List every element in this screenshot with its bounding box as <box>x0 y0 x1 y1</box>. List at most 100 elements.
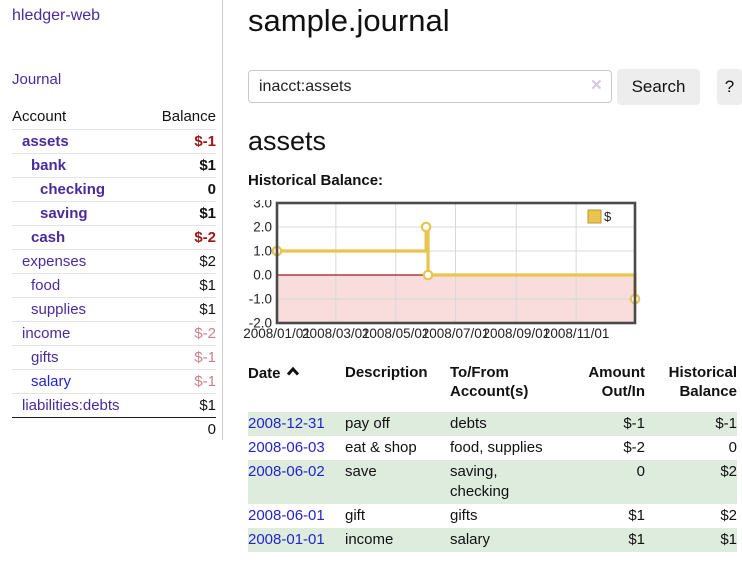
register-row: 2008-06-02 save saving, checking 0 $2 <box>248 460 737 504</box>
register-row: 2008-12-31 pay off debts $-1 $-1 <box>248 412 737 436</box>
account-link-expenses[interactable]: expenses <box>22 253 87 270</box>
clear-search-icon[interactable]: × <box>590 75 602 96</box>
legend-swatch <box>587 209 602 224</box>
header-line: Balance <box>679 383 737 400</box>
y-tick-label: 2.0 <box>253 220 272 235</box>
account-balance: 0 <box>146 177 216 202</box>
account-link-liabilities-debts[interactable]: liabilities:debts <box>22 397 120 414</box>
transaction-description: gift <box>345 507 366 524</box>
account-balance: $1 <box>146 393 216 418</box>
transaction-accounts: food, supplies <box>450 439 543 456</box>
account-row: expenses $2 <box>12 249 216 274</box>
register-header-description: Description <box>345 364 428 381</box>
account-link-cash[interactable]: cash <box>31 229 66 246</box>
app-brand-link[interactable]: hledger-web <box>12 7 101 24</box>
y-tick-label: 3.0 <box>253 200 272 211</box>
x-tick-label: 2008/11/01 <box>543 326 610 341</box>
transaction-amount: $-1 <box>567 412 645 436</box>
account-balance: $-1 <box>146 129 216 154</box>
account-balance: $2 <box>146 249 216 274</box>
transaction-accounts: gifts <box>450 507 478 524</box>
transaction-accounts: debts <box>450 412 567 436</box>
account-link-gifts[interactable]: gifts <box>31 349 59 366</box>
x-tick-label: 2008/07/01 <box>422 326 490 341</box>
header-line: To/From <box>450 364 509 381</box>
chart-section-label: Historical Balance: <box>248 172 384 189</box>
x-tick-label: 2008/03/01 <box>302 326 370 341</box>
search-input[interactable] <box>249 71 611 102</box>
account-balance: $-1 <box>146 345 216 370</box>
account-link-saving[interactable]: saving <box>40 205 88 222</box>
transaction-amount: 0 <box>567 460 645 504</box>
transaction-balance: $2 <box>645 460 737 504</box>
x-tick-label: 2008/09/01 <box>483 326 551 341</box>
y-tick-label: -1.0 <box>249 292 272 307</box>
search-button[interactable]: Search <box>617 69 700 105</box>
transaction-description: pay off <box>345 412 450 436</box>
register-row: 2008-06-01 gift gifts $1 $2 <box>248 504 737 528</box>
account-balance: $-2 <box>146 321 216 346</box>
register-header-date[interactable]: Date <box>248 361 345 412</box>
help-button[interactable]: ? <box>717 69 742 105</box>
transaction-balance: $-1 <box>645 412 737 436</box>
register-table: Date Description To/From Account(s) Amou… <box>248 361 737 552</box>
legend-label: $ <box>604 209 612 224</box>
accounts-header-account: Account <box>12 108 67 125</box>
accounts-total-row: 0 <box>12 417 216 441</box>
account-heading: assets <box>248 126 327 156</box>
account-row: liabilities:debts $1 <box>12 393 216 418</box>
accounts-total-value: 0 <box>146 417 216 441</box>
x-tick-label: 2008/01/01 <box>243 326 311 341</box>
account-link-supplies[interactable]: supplies <box>31 301 87 318</box>
data-point-marker <box>422 269 434 281</box>
account-row: bank $1 <box>12 153 216 178</box>
register-row: 2008-01-01 income salary $1 $1 <box>248 528 737 552</box>
transaction-date-link[interactable]: 2008-06-01 <box>248 507 325 524</box>
account-balance: $-1 <box>146 369 216 394</box>
account-balance: $1 <box>146 297 216 322</box>
transaction-amount: $1 <box>628 507 645 524</box>
account-balance: $1 <box>146 201 216 226</box>
data-point-marker <box>420 221 432 233</box>
page-title: sample.journal <box>248 3 450 38</box>
accounts-table: Account Balance assets $-1 bank $1 check… <box>12 106 216 441</box>
account-link-salary[interactable]: salary <box>31 373 72 390</box>
transaction-amount: $1 <box>567 528 645 552</box>
transaction-date-link[interactable]: 2008-12-31 <box>248 415 325 432</box>
header-line: Account(s) <box>450 383 529 400</box>
transaction-description: eat & shop <box>345 439 417 456</box>
account-row: assets $-1 <box>12 129 216 154</box>
account-row: supplies $1 <box>12 297 216 322</box>
account-row: income $-2 <box>12 321 216 346</box>
account-row: salary $-1 <box>12 369 216 394</box>
sidebar-divider <box>222 0 223 440</box>
y-tick-label: 1.0 <box>253 244 272 259</box>
account-row: checking 0 <box>12 177 216 202</box>
account-balance: $1 <box>146 273 216 298</box>
x-tick-label: 2008/05/01 <box>362 326 430 341</box>
account-link-bank[interactable]: bank <box>31 157 67 174</box>
transaction-date-link[interactable]: 2008-06-02 <box>248 463 325 480</box>
sort-ascending-icon <box>286 363 300 382</box>
register-header-row: Date Description To/From Account(s) Amou… <box>248 361 737 412</box>
account-link-assets[interactable]: assets <box>22 133 69 150</box>
register-header-date-label: Date <box>248 365 281 382</box>
transaction-balance: 0 <box>728 439 737 456</box>
y-tick-label: -2.0 <box>249 316 272 331</box>
register-header-amount: Amount Out/In <box>567 361 645 412</box>
account-link-checking[interactable]: checking <box>40 181 106 198</box>
account-link-income[interactable]: income <box>22 325 71 342</box>
register-header-tofrom: To/From Account(s) <box>450 361 567 412</box>
transaction-date-link[interactable]: 2008-06-03 <box>248 439 325 456</box>
transaction-description: income <box>345 528 450 552</box>
historical-balance-chart: $3.0 2.0 1.0 0.0 -1.0 -2.02008/01/012008/03/0… <box>243 200 641 341</box>
journal-link[interactable]: Journal <box>12 71 62 88</box>
transaction-balance: $2 <box>720 507 737 524</box>
transaction-date-link[interactable]: 2008-01-01 <box>248 531 325 548</box>
account-balance: $1 <box>146 153 216 178</box>
account-balance: $-2 <box>146 225 216 250</box>
account-link-food[interactable]: food <box>31 277 61 294</box>
transaction-amount: $-2 <box>623 439 645 456</box>
transaction-balance: $1 <box>645 528 737 552</box>
